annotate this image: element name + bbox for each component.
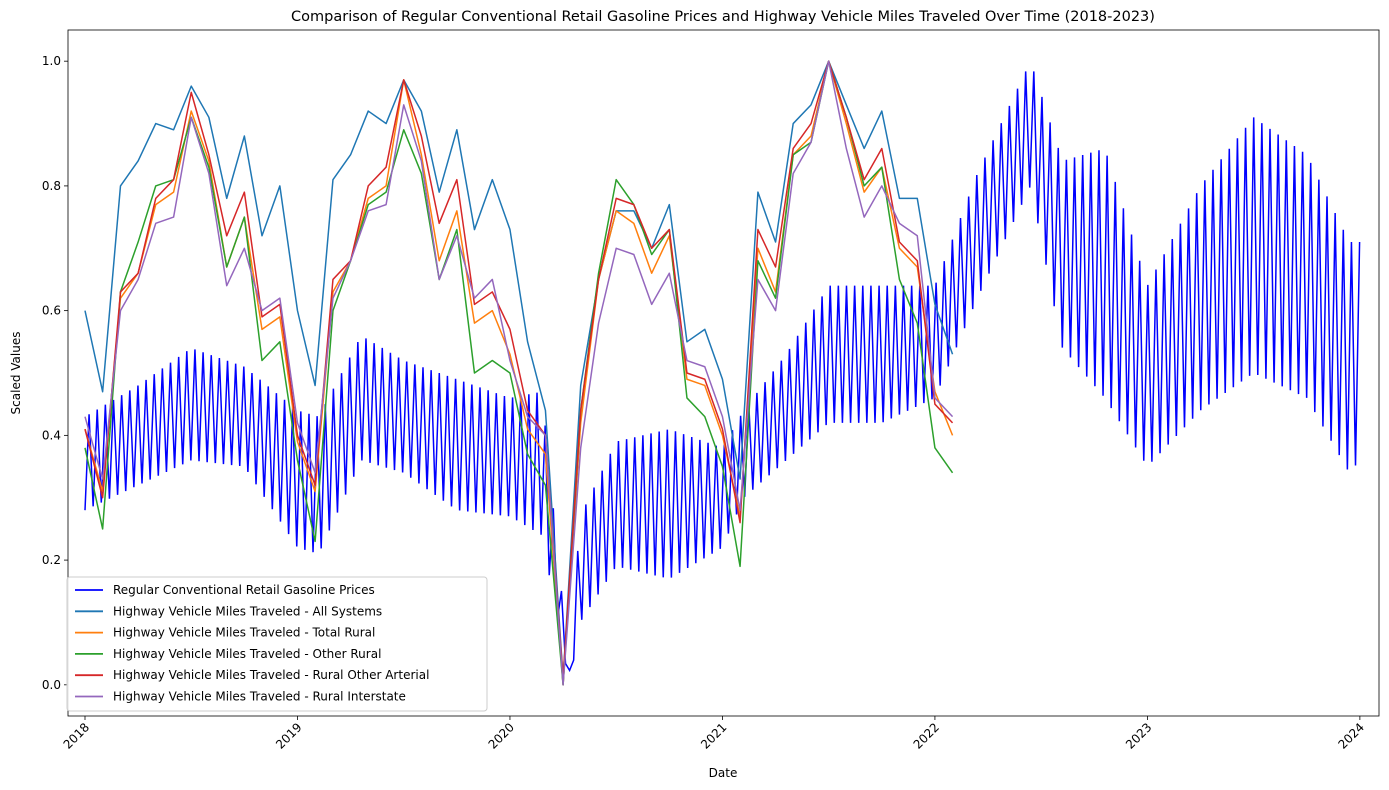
x-tick-label: 2018 [61,720,92,751]
legend-label: Regular Conventional Retail Gasoline Pri… [113,583,375,597]
x-tick-label: 2019 [273,720,304,751]
y-tick-label: 0.0 [42,678,61,692]
legend-box [66,576,488,712]
series-layer [84,60,1361,686]
legend-label: Highway Vehicle Miles Traveled - All Sys… [113,604,382,618]
y-axis-label: Scaled Values [9,332,23,415]
legend-label: Highway Vehicle Miles Traveled - Total R… [113,626,375,640]
legend-label: Highway Vehicle Miles Traveled - Rural I… [113,690,406,704]
x-tick-label: 2023 [1123,720,1154,751]
x-axis-label: Date [709,766,738,780]
plot-frame [67,29,1380,717]
x-tick-label: 2020 [486,720,517,751]
series-vmt-line-4 [84,60,954,686]
x-tick-label: 2022 [911,720,942,751]
y-tick-label: 0.2 [42,553,61,567]
y-tick-label: 0.8 [42,179,61,193]
x-tick-label: 2021 [698,720,729,751]
series-vmt-line-2 [84,60,954,686]
legend: Regular Conventional Retail Gasoline Pri… [66,576,488,712]
legend-label: Highway Vehicle Miles Traveled - Rural O… [113,668,429,682]
y-tick-label: 0.4 [42,428,61,442]
x-tick-label: 2024 [1335,720,1366,751]
y-tick-label: 1.0 [42,54,61,68]
y-axis: 0.0 0.2 0.4 0.6 0.8 1.0 [42,54,68,692]
series-gasoline-line [84,71,1361,673]
series-vmt-line-0 [84,60,954,680]
legend-label: Highway Vehicle Miles Traveled - Other R… [113,647,381,661]
chart-title: Comparison of Regular Conventional Retai… [291,9,1155,25]
y-tick-label: 0.6 [42,304,61,318]
series-vmt-line-3 [84,60,954,680]
x-axis: 2018 2019 2020 2021 2022 2023 2024 [61,716,1367,752]
